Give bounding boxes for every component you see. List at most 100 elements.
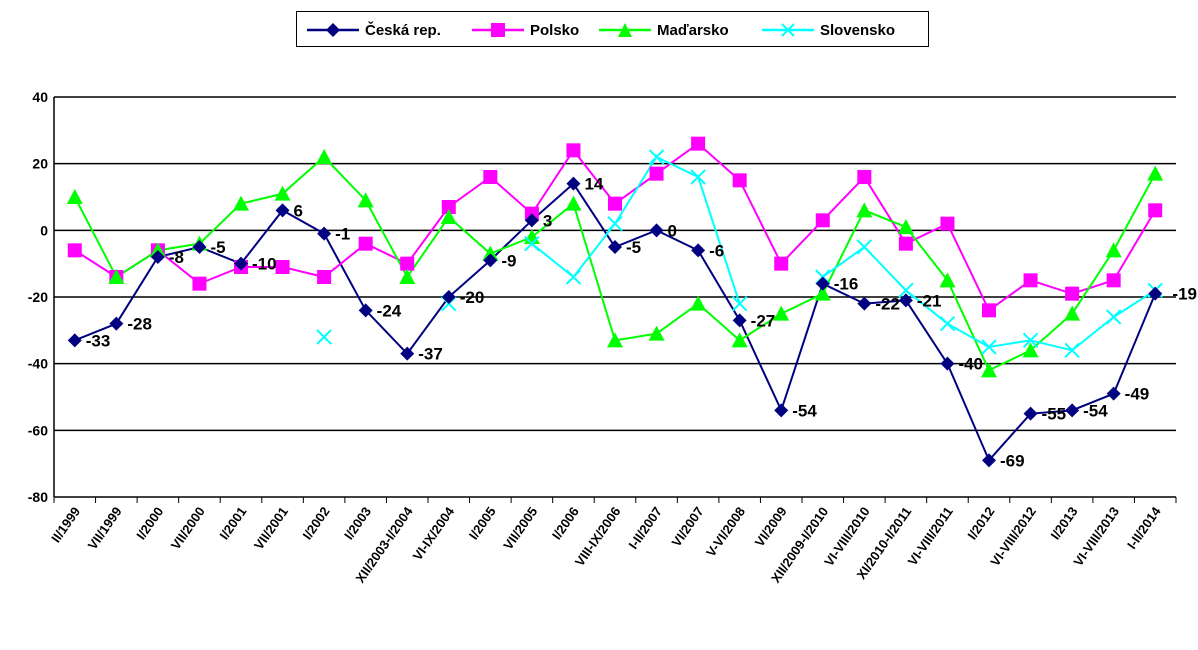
point-diamond	[483, 253, 498, 268]
data-label: -1	[335, 225, 350, 244]
y-tick-label: 20	[32, 156, 48, 172]
point-triangle	[233, 195, 249, 211]
data-label: -22	[875, 295, 900, 314]
x-tick-label: II/1999	[48, 504, 83, 545]
series-line	[74, 142, 1157, 312]
point-triangle	[690, 295, 707, 311]
data-label: -6	[709, 241, 724, 260]
legend-marker-square-icon	[472, 23, 524, 37]
x-tick-label: I-II/2007	[625, 504, 665, 552]
point-square	[898, 236, 913, 251]
point-diamond	[67, 333, 82, 348]
point-diamond	[358, 303, 373, 318]
point-triangle	[773, 305, 790, 321]
data-label: -54	[1083, 401, 1108, 420]
x-tick-label: VII/2001	[251, 504, 291, 552]
point-square	[192, 276, 207, 291]
data-label: -8	[169, 248, 184, 267]
point-x	[981, 339, 997, 355]
point-square	[774, 256, 789, 271]
data-label: -20	[460, 288, 485, 307]
point-x	[565, 269, 582, 285]
point-square	[815, 213, 830, 228]
point-x	[690, 169, 706, 185]
point-triangle	[648, 325, 665, 341]
data-label: -16	[834, 275, 859, 294]
point-x	[1064, 342, 1080, 359]
data-label: -24	[377, 301, 402, 320]
legend-label: Maďarsko	[657, 21, 729, 39]
point-diamond	[898, 293, 913, 308]
point-diamond	[275, 203, 290, 218]
point-diamond	[524, 213, 539, 228]
data-label: -10	[252, 255, 277, 274]
point-diamond	[234, 256, 248, 271]
data-label: -28	[127, 315, 152, 334]
data-label: -27	[751, 311, 776, 330]
point-diamond	[1148, 286, 1163, 301]
point-diamond	[192, 240, 207, 254]
point-square	[982, 303, 996, 318]
y-tick-label: 0	[40, 222, 48, 238]
point-square	[691, 136, 706, 151]
point-diamond	[400, 346, 415, 361]
point-square	[317, 270, 332, 284]
point-square	[1148, 203, 1163, 218]
x-tick-label: I/2013	[1048, 504, 1081, 542]
point-diamond	[732, 313, 747, 328]
point-diamond	[940, 356, 955, 371]
point-x	[524, 235, 540, 252]
x-tick-label: I/2012	[964, 504, 997, 542]
data-label: -69	[1000, 451, 1025, 470]
point-diamond	[857, 296, 872, 311]
x-tick-label: VI/2007	[669, 504, 707, 549]
point-diamond	[1106, 386, 1121, 401]
point-triangle	[897, 219, 914, 234]
point-diamond	[608, 240, 622, 254]
point-square	[1106, 273, 1121, 288]
y-tick-label: -60	[28, 422, 48, 438]
x-tick-label: VII/2000	[168, 504, 208, 552]
legend-marker-x-icon	[762, 23, 814, 37]
point-square	[358, 236, 373, 251]
point-x	[939, 315, 956, 332]
y-tick-label: -40	[28, 356, 48, 372]
legend-item-polsko: Polsko	[470, 12, 579, 48]
data-label: -49	[1125, 385, 1150, 404]
data-label: -40	[958, 355, 983, 374]
point-square	[441, 200, 456, 214]
legend-item-madarsko: Maďarsko	[597, 12, 729, 48]
x-tick-label: VII/2005	[500, 504, 540, 552]
data-label: -5	[210, 238, 225, 257]
legend-label: Slovensko	[820, 21, 896, 39]
legend-item-slovensko: Slovensko	[760, 12, 895, 48]
point-square	[400, 256, 415, 271]
point-diamond	[691, 243, 706, 258]
point-triangle	[1064, 305, 1081, 321]
data-label: 6	[294, 201, 303, 220]
x-tick-label: VI/2009	[752, 504, 790, 549]
point-diamond	[109, 316, 124, 331]
point-triangle	[814, 285, 831, 301]
x-tick-label: I/2001	[216, 504, 249, 542]
point-square	[608, 196, 622, 211]
point-x	[1022, 332, 1039, 349]
point-square	[1065, 286, 1080, 301]
data-label: -5	[626, 238, 641, 257]
point-triangle	[1022, 342, 1039, 358]
point-triangle	[731, 332, 748, 348]
point-triangle	[440, 209, 457, 224]
data-label: -19	[1172, 285, 1197, 304]
data-label: 0	[668, 221, 677, 240]
point-x	[731, 295, 748, 312]
point-diamond	[1023, 406, 1038, 421]
point-x	[898, 282, 914, 299]
legend-label: Polsko	[530, 21, 580, 39]
point-square	[732, 173, 747, 188]
y-tick-label: 40	[32, 89, 48, 105]
x-tick-label: I/2000	[133, 504, 166, 542]
data-label: -21	[917, 291, 942, 310]
point-triangle	[66, 189, 83, 204]
legend-marker-triangle-icon	[599, 23, 651, 37]
